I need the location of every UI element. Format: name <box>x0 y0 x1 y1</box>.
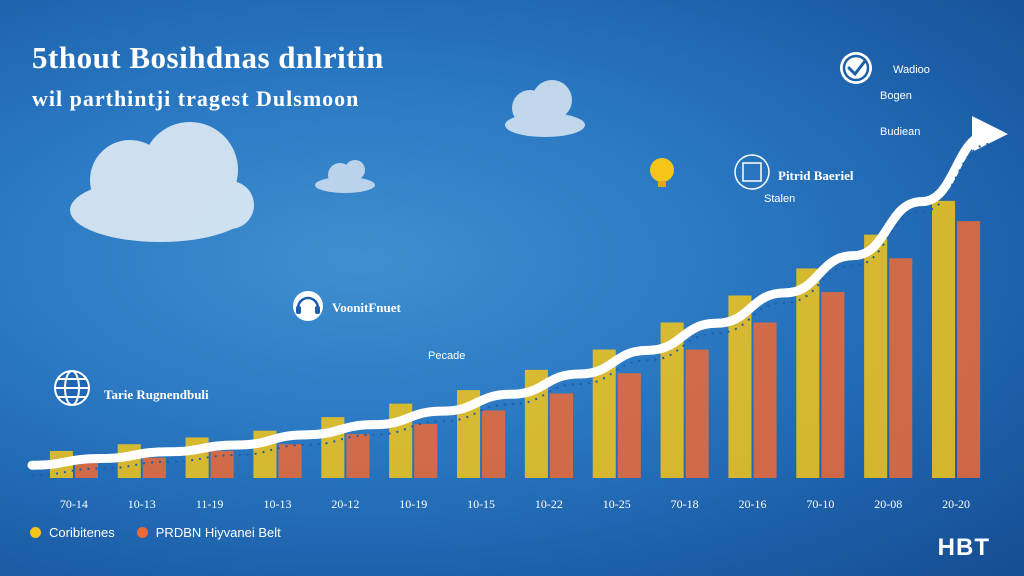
trend-arrow <box>27 116 1008 470</box>
x-tick-label: 10-22 <box>534 497 563 511</box>
legend-item: Coribitenes <box>30 525 115 540</box>
bar-orange <box>346 434 370 478</box>
chart-title: 5thout Bosihdnas dnlritin <box>32 40 384 75</box>
bar-yellow <box>660 322 684 478</box>
x-tick-label: 10-13 <box>127 497 156 511</box>
x-tick-label: 70-14 <box>59 497 88 511</box>
legend-label: Coribitenes <box>49 525 115 540</box>
x-tick-label: 10-13 <box>263 497 292 511</box>
bar-orange <box>549 393 573 478</box>
brand-logo: HBT <box>937 534 990 561</box>
cloud-icon <box>315 160 375 193</box>
x-tick-label: 11-19 <box>195 497 224 511</box>
bar-yellow <box>524 369 548 478</box>
bar-yellow <box>932 200 956 478</box>
annotation-label: Wadioo <box>893 64 930 76</box>
annotation-label: Pitrid Baeriel <box>778 168 854 183</box>
x-tick-label: 10-15 <box>467 497 496 511</box>
bar-orange <box>74 461 98 478</box>
chart-subtitle: wil parthintji tragest Dulsmoon <box>32 86 360 111</box>
bar-yellow <box>592 349 616 478</box>
x-tick-label: 10-25 <box>602 497 631 511</box>
x-tick-label: 20-12 <box>331 497 360 511</box>
legend: Coribitenes PRDBN Hiyvanei Belt <box>30 525 281 540</box>
annotation-label: VoonitFnuet <box>332 300 401 315</box>
headset-icon <box>293 291 323 321</box>
bar-orange <box>482 410 506 478</box>
bar-yellow <box>728 295 752 478</box>
bar-orange <box>753 322 777 478</box>
x-tick-label: 70-10 <box>806 497 835 511</box>
legend-item: PRDBN Hiyvanei Belt <box>136 525 281 540</box>
bar-yellow <box>796 268 820 478</box>
cloud-icon <box>505 80 585 137</box>
annotation-label: Stalen <box>764 193 796 205</box>
bar-orange <box>278 444 302 478</box>
check-circle-icon <box>840 52 872 84</box>
annotation-label: Bogen <box>880 90 912 102</box>
annotation-label: Tarie Rugnendbuli <box>104 387 209 402</box>
annotation-label: Budiean <box>880 126 921 138</box>
legend-label: PRDBN Hiyvanei Belt <box>155 525 281 540</box>
x-tick-label: 70-18 <box>670 497 699 511</box>
cloud-icon <box>70 122 254 242</box>
bar-yellow <box>864 234 888 478</box>
x-tick-label: 20-16 <box>738 497 767 511</box>
bar-orange <box>821 292 845 478</box>
bar-orange <box>414 423 438 478</box>
bar-orange <box>210 450 234 478</box>
bar-orange <box>685 349 709 478</box>
legend-swatch <box>30 527 41 538</box>
x-tick-label: 10-19 <box>399 497 428 511</box>
lightbulb-icon <box>650 158 674 187</box>
bar-orange <box>142 457 166 478</box>
legend-swatch <box>136 527 148 538</box>
annotation-label: Pecade <box>428 350 466 362</box>
bar-orange <box>889 258 913 478</box>
bar-orange <box>617 373 641 478</box>
x-tick-label: 20-08 <box>874 497 903 511</box>
bar-group <box>49 200 981 478</box>
chip-icon <box>734 154 770 190</box>
trend-group <box>27 116 1008 477</box>
bar-orange <box>957 221 981 478</box>
x-tick-label: 20-20 <box>942 497 971 511</box>
globe-icon <box>54 370 90 406</box>
